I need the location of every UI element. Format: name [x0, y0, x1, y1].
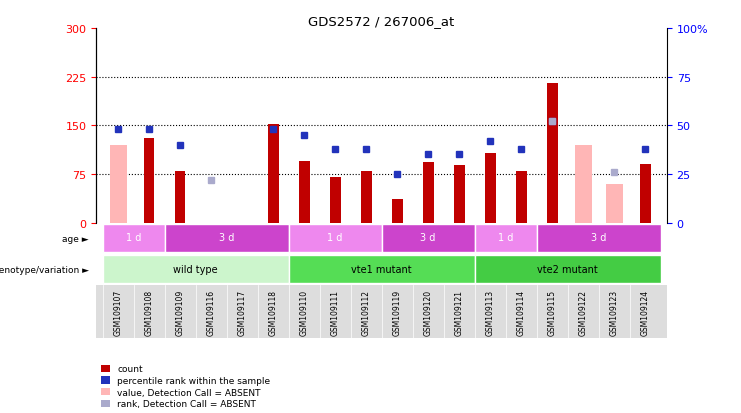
Bar	[639, 165, 651, 223]
Legend: count, percentile rank within the sample, value, Detection Call = ABSENT, rank, : count, percentile rank within the sample…	[101, 365, 270, 408]
Bar	[547, 84, 557, 223]
Text: GSM109119: GSM109119	[393, 289, 402, 335]
Bar	[536, 225, 661, 252]
Text: vte2 mutant: vte2 mutant	[537, 264, 598, 274]
Text: wild type: wild type	[173, 264, 218, 274]
Bar	[144, 139, 154, 223]
Text: GSM109109: GSM109109	[176, 289, 185, 335]
Text: GSM109113: GSM109113	[485, 289, 495, 335]
Text: age ►: age ►	[62, 234, 89, 243]
Bar	[102, 256, 288, 283]
Text: GSM109120: GSM109120	[424, 289, 433, 335]
Text: 3 d: 3 d	[219, 233, 234, 243]
Bar	[475, 256, 661, 283]
Bar	[453, 166, 465, 223]
Bar	[382, 225, 475, 252]
Text: genotype/variation ►: genotype/variation ►	[0, 265, 89, 274]
Bar	[299, 161, 310, 223]
Text: GSM109116: GSM109116	[207, 289, 216, 335]
Bar	[516, 171, 527, 223]
Title: GDS2572 / 267006_at: GDS2572 / 267006_at	[308, 15, 455, 28]
Text: 3 d: 3 d	[591, 233, 606, 243]
Bar	[102, 225, 165, 252]
Text: GSM109123: GSM109123	[610, 289, 619, 335]
Text: GSM109115: GSM109115	[548, 289, 556, 335]
Bar	[475, 225, 536, 252]
Bar	[422, 163, 433, 223]
Text: 1 d: 1 d	[498, 233, 514, 243]
Bar	[288, 256, 475, 283]
Bar	[288, 225, 382, 252]
Bar	[605, 184, 622, 223]
Bar	[110, 145, 127, 223]
Bar	[175, 171, 185, 223]
Text: GSM109118: GSM109118	[268, 289, 278, 335]
Text: vte1 mutant: vte1 mutant	[351, 264, 412, 274]
Text: GSM109117: GSM109117	[238, 289, 247, 335]
Text: GSM109112: GSM109112	[362, 289, 370, 335]
Bar	[361, 171, 371, 223]
Text: GSM109124: GSM109124	[641, 289, 650, 335]
Text: 3 d: 3 d	[420, 233, 436, 243]
Text: GSM109110: GSM109110	[299, 289, 308, 335]
Bar	[485, 153, 496, 223]
Bar	[575, 145, 592, 223]
Text: GSM109107: GSM109107	[113, 289, 122, 335]
Text: 1 d: 1 d	[328, 233, 343, 243]
Text: GSM109108: GSM109108	[144, 289, 153, 335]
Bar	[330, 178, 341, 223]
Bar	[392, 199, 402, 223]
Text: GSM109111: GSM109111	[330, 289, 339, 335]
Bar	[268, 125, 279, 223]
Text: 1 d: 1 d	[126, 233, 142, 243]
Text: GSM109122: GSM109122	[579, 289, 588, 335]
Text: GSM109114: GSM109114	[516, 289, 525, 335]
Text: GSM109121: GSM109121	[455, 289, 464, 335]
Bar	[165, 225, 288, 252]
